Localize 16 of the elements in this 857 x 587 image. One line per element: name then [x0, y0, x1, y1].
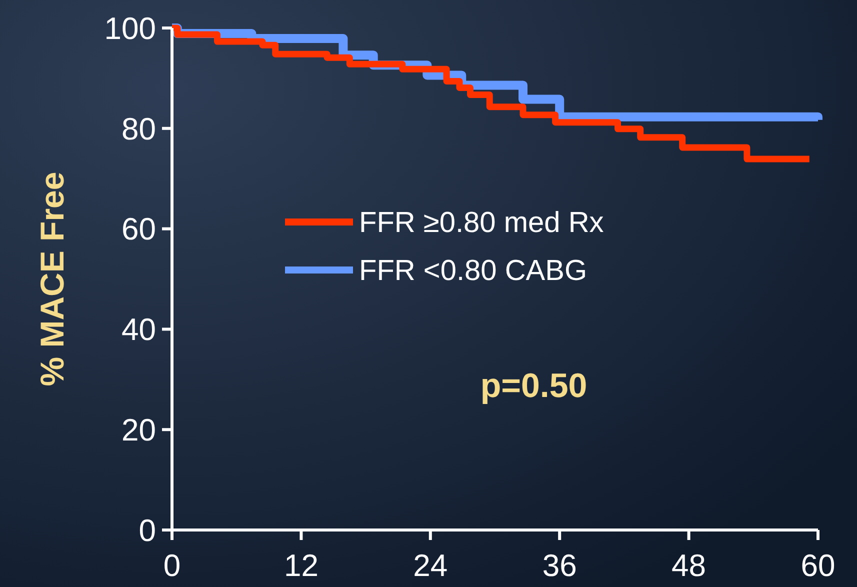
x-tick-label: 36 [542, 548, 577, 583]
x-tick-label: 12 [284, 548, 318, 583]
y-tick-label: 60 [122, 212, 156, 247]
legend-label: FFR <0.80 CABG [359, 255, 588, 288]
y-axis-title: % MACE Free [34, 172, 71, 386]
x-tick-label: 24 [413, 548, 448, 583]
y-tick-label: 20 [122, 412, 156, 448]
y-tick-label: 0 [138, 512, 156, 548]
y-tick-label: 100 [104, 10, 156, 46]
annotation: p=0.50 [480, 366, 588, 405]
y-tick-label: 40 [122, 312, 156, 348]
y-tick-label: 80 [122, 111, 156, 146]
x-tick-label: 60 [800, 548, 836, 583]
legend-label: FFR ≥0.80 med Rx [359, 207, 604, 240]
x-tick-label: 0 [163, 548, 181, 583]
x-tick-label: 48 [672, 548, 706, 583]
